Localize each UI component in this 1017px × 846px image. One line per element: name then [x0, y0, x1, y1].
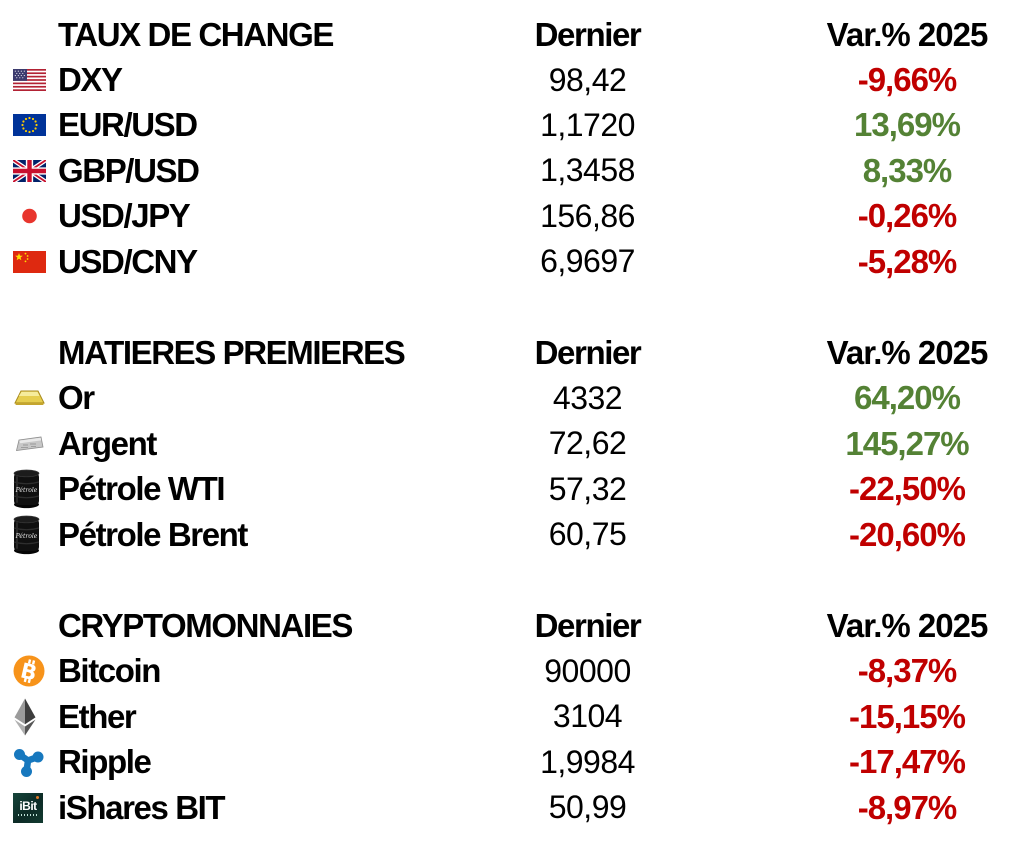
section-cryptomonnaies: CRYPTOMONNAIES Dernier Var.% 2025 B Bitc… — [0, 603, 1017, 830]
ripple-icon — [0, 739, 58, 784]
ishares-icon-label: iBit — [19, 798, 37, 813]
var-value: 64,20% — [854, 379, 961, 417]
column-header-dernier: Dernier — [534, 334, 642, 372]
column-header-var: Var.% 2025 — [826, 334, 989, 372]
var-value: -5,28% — [857, 242, 958, 280]
uk-flag-icon — [0, 148, 58, 193]
column-header-var: Var.% 2025 — [826, 606, 989, 644]
last-value: 1,1720 — [540, 106, 635, 143]
oil-barrel-icon: Pétrole — [0, 512, 58, 557]
silver-bar-icon — [0, 421, 58, 466]
last-value: 4332 — [552, 379, 623, 416]
section-taux-de-change: TAUX DE CHANGE Dernier Var.% 2025 — [0, 12, 1017, 284]
last-value: 60,75 — [548, 516, 627, 553]
column-header-var: Var.% 2025 — [826, 15, 989, 53]
table-row: DXY 98,42 -9,66% — [0, 57, 1017, 102]
table-row: Pétrole Pétrole Brent 60,75 -20,60% — [0, 512, 1017, 557]
barrel-label: Pétrole — [15, 487, 38, 494]
asset-name: iShares BIT — [58, 788, 226, 826]
table-row: iBit iShares BIT 50,99 -8,97% — [0, 785, 1017, 830]
last-value: 156,86 — [540, 197, 635, 234]
column-header-dernier: Dernier — [534, 606, 642, 644]
bitcoin-icon: B — [0, 649, 58, 694]
asset-name: Ether — [58, 697, 137, 735]
last-value: 3104 — [552, 698, 623, 735]
table-row: USD/CNY 6,9697 -5,28% — [0, 239, 1017, 284]
ishares-bit-icon: iBit — [0, 785, 58, 830]
asset-name: Bitcoin — [58, 652, 161, 690]
var-value: 145,27% — [845, 424, 969, 462]
last-value: 57,32 — [548, 470, 627, 507]
var-value: -15,15% — [849, 697, 966, 735]
var-value: -22,50% — [849, 470, 966, 508]
section-title: TAUX DE CHANGE — [58, 15, 334, 53]
last-value: 90000 — [544, 652, 631, 689]
last-value: 98,42 — [548, 61, 627, 98]
table-row: Ripple 1,9984 -17,47% — [0, 739, 1017, 784]
table-row: B Bitcoin 90000 -8,37% — [0, 649, 1017, 694]
last-value: 6,9697 — [540, 243, 635, 280]
section-matieres-premieres: MATIERES PREMIERES Dernier Var.% 2025 Or… — [0, 330, 1017, 557]
japan-flag-icon — [0, 194, 58, 239]
asset-name: Ripple — [58, 743, 152, 781]
table-row: GBP/USD 1,3458 8,33% — [0, 148, 1017, 193]
table-row: USD/JPY 156,86 -0,26% — [0, 194, 1017, 239]
var-value: 8,33% — [862, 151, 953, 189]
asset-name: Pétrole Brent — [58, 515, 248, 553]
asset-name: Pétrole WTI — [58, 470, 226, 508]
gold-bar-icon — [0, 376, 58, 421]
section-header-row: CRYPTOMONNAIES Dernier Var.% 2025 — [0, 603, 1017, 648]
oil-barrel-icon: Pétrole — [0, 467, 58, 512]
last-value: 72,62 — [548, 425, 627, 462]
section-title: CRYPTOMONNAIES — [58, 606, 353, 644]
table-row: Argent 72,62 145,27% — [0, 421, 1017, 466]
asset-name: EUR/USD — [58, 106, 198, 144]
us-flag-icon — [0, 57, 58, 102]
var-value: -17,47% — [849, 743, 966, 781]
table-row: Ether 3104 -15,15% — [0, 694, 1017, 739]
var-value: -8,97% — [857, 788, 958, 826]
var-value: -9,66% — [857, 61, 958, 99]
section-header-row: MATIERES PREMIERES Dernier Var.% 2025 — [0, 330, 1017, 375]
last-value: 1,3458 — [540, 152, 635, 189]
barrel-label: Pétrole — [15, 533, 38, 540]
asset-name: USD/JPY — [58, 197, 191, 235]
asset-name: DXY — [58, 61, 123, 99]
table-row: Pétrole Pétrole WTI 57,32 -22,50% — [0, 467, 1017, 512]
var-value: -8,37% — [857, 652, 958, 690]
table-row: Or 4332 64,20% — [0, 376, 1017, 421]
asset-name: Argent — [58, 424, 157, 462]
svg-text:B: B — [18, 659, 39, 686]
eu-flag-icon — [0, 103, 58, 148]
china-flag-icon — [0, 239, 58, 284]
var-value: 13,69% — [854, 106, 961, 144]
asset-name: Or — [58, 379, 95, 417]
section-header-row: TAUX DE CHANGE Dernier Var.% 2025 — [0, 12, 1017, 57]
table-row: EUR/USD 1,1720 13,69% — [0, 103, 1017, 148]
column-header-dernier: Dernier — [534, 15, 642, 53]
var-value: -0,26% — [857, 197, 958, 235]
last-value: 1,9984 — [540, 743, 635, 780]
last-value: 50,99 — [548, 789, 627, 826]
ethereum-icon — [0, 694, 58, 739]
section-title: MATIERES PREMIERES — [58, 334, 406, 372]
asset-name: USD/CNY — [58, 242, 198, 280]
asset-name: GBP/USD — [58, 151, 200, 189]
var-value: -20,60% — [849, 515, 966, 553]
